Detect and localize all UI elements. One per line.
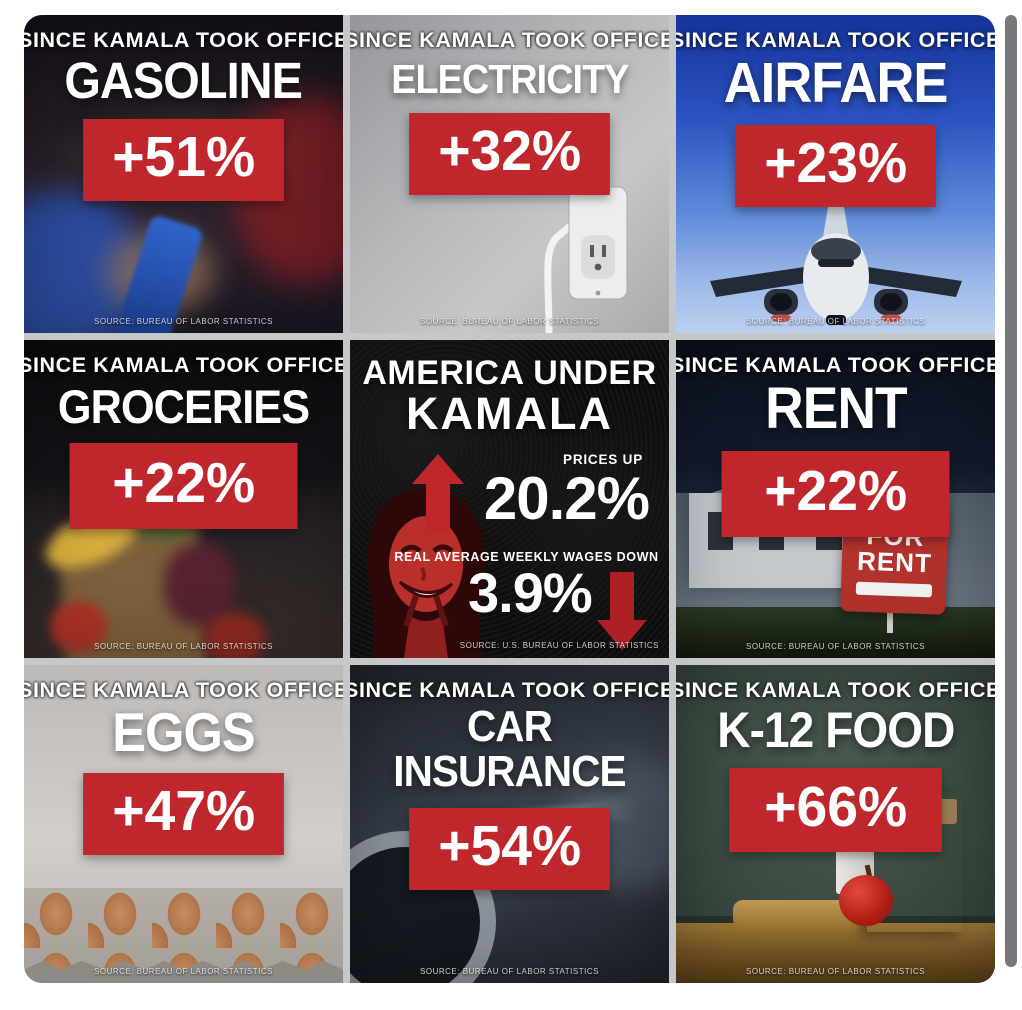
percent-badge: +66% (729, 768, 942, 852)
source-caption: SOURCE: BUREAU OF LABOR STATISTICS (746, 967, 925, 976)
source-caption: SOURCE: BUREAU OF LABOR STATISTICS (420, 317, 599, 326)
tile-header: SINCE KAMALA TOOK OFFICE (676, 28, 995, 52)
tile-gasoline: SINCE KAMALA TOOK OFFICE GASOLINE +51% S… (24, 15, 343, 333)
tile-title: K-12 FOOD (716, 702, 955, 758)
source-caption: SOURCE: BUREAU OF LABOR STATISTICS (94, 642, 273, 651)
source-caption: SOURCE: BUREAU OF LABOR STATISTICS (94, 317, 273, 326)
tile-header: SINCE KAMALA TOOK OFFICE (350, 678, 669, 702)
tile-header: SINCE KAMALA TOOK OFFICE (24, 28, 343, 52)
tile-title: RENT (764, 376, 907, 441)
infographic-grid: SINCE KAMALA TOOK OFFICE GASOLINE +51% S… (24, 15, 995, 983)
tile-america-under-kamala: AMERICA UNDER KAMALA PRICES UP 20.2% REA… (350, 340, 669, 658)
tile-airfare: SINCE KAMALA TOOK OFFICE AIRFARE +23% SO… (676, 15, 995, 333)
percent-badge: +23% (734, 125, 937, 207)
tile-k12-food: SINCE KAMALA TOOK OFFICE K-12 FOOD +66% … (676, 665, 995, 983)
source-caption: SOURCE: BUREAU OF LABOR STATISTICS (420, 967, 599, 976)
tile-title: CAR INSURANCE (393, 702, 626, 796)
vertical-scrollbar[interactable] (1005, 15, 1017, 967)
tile-title: EGGS (112, 701, 255, 763)
prices-up-value: 20.2% (483, 465, 650, 533)
tile-header: SINCE KAMALA TOOK OFFICE (676, 353, 995, 377)
wages-down-value: 3.9% (468, 561, 593, 625)
tile-header: SINCE KAMALA TOOK OFFICE (350, 28, 669, 52)
tile-rent: FOR RENT SINCE KAMALA TOOK OFFICE RENT +… (676, 340, 995, 658)
percent-badge: +32% (408, 113, 611, 195)
tile-electricity: SINCE KAMALA TOOK OFFICE ELECTRICITY +32… (350, 15, 669, 333)
percent-badge: +51% (82, 119, 285, 201)
percent-badge: +22% (69, 443, 298, 529)
tile-header: SINCE KAMALA TOOK OFFICE (676, 678, 995, 702)
tile-title: GASOLINE (64, 52, 304, 109)
center-title-line1: AMERICA UNDER (362, 354, 657, 392)
down-arrow-icon (597, 572, 647, 651)
tile-groceries: SINCE KAMALA TOOK OFFICE GROCERIES +22% … (24, 340, 343, 658)
source-caption: SOURCE: BUREAU OF LABOR STATISTICS (746, 642, 925, 651)
airplane-icon (709, 207, 962, 325)
tile-header: SINCE KAMALA TOOK OFFICE (24, 678, 343, 702)
prices-up-label: PRICES UP (563, 452, 643, 468)
wages-down-stat: 3.9% (350, 561, 669, 651)
percent-badge: +54% (408, 807, 611, 890)
center-title-line2: KAMALA (406, 388, 613, 440)
source-caption: SOURCE: BUREAU OF LABOR STATISTICS (94, 967, 273, 976)
tile-title: ELECTRICITY (390, 56, 629, 102)
wages-down-label: REAL AVERAGE WEEKLY WAGES DOWN (394, 550, 659, 565)
tile-header: SINCE KAMALA TOOK OFFICE (24, 353, 343, 377)
source-caption: SOURCE: BUREAU OF LABOR STATISTICS (746, 317, 925, 326)
center-title: AMERICA UNDER KAMALA (350, 354, 669, 440)
tile-eggs: SINCE KAMALA TOOK OFFICE EGGS +47% SOURC… (24, 665, 343, 983)
tile-title: AIRFARE (723, 51, 949, 115)
tile-car-insurance: SINCE KAMALA TOOK OFFICE CAR INSURANCE +… (350, 665, 669, 983)
source-caption: SOURCE: U.S. BUREAU OF LABOR STATISTICS (459, 641, 659, 650)
percent-badge: +22% (721, 451, 950, 537)
up-arrow-icon (412, 454, 464, 535)
kamala-portrait-image (366, 488, 485, 658)
egg-carton-photo (24, 665, 343, 983)
prices-up-stat: PRICES UP 20.2% (350, 452, 669, 536)
percent-badge: +47% (82, 773, 285, 855)
tile-title: GROCERIES (57, 380, 310, 433)
